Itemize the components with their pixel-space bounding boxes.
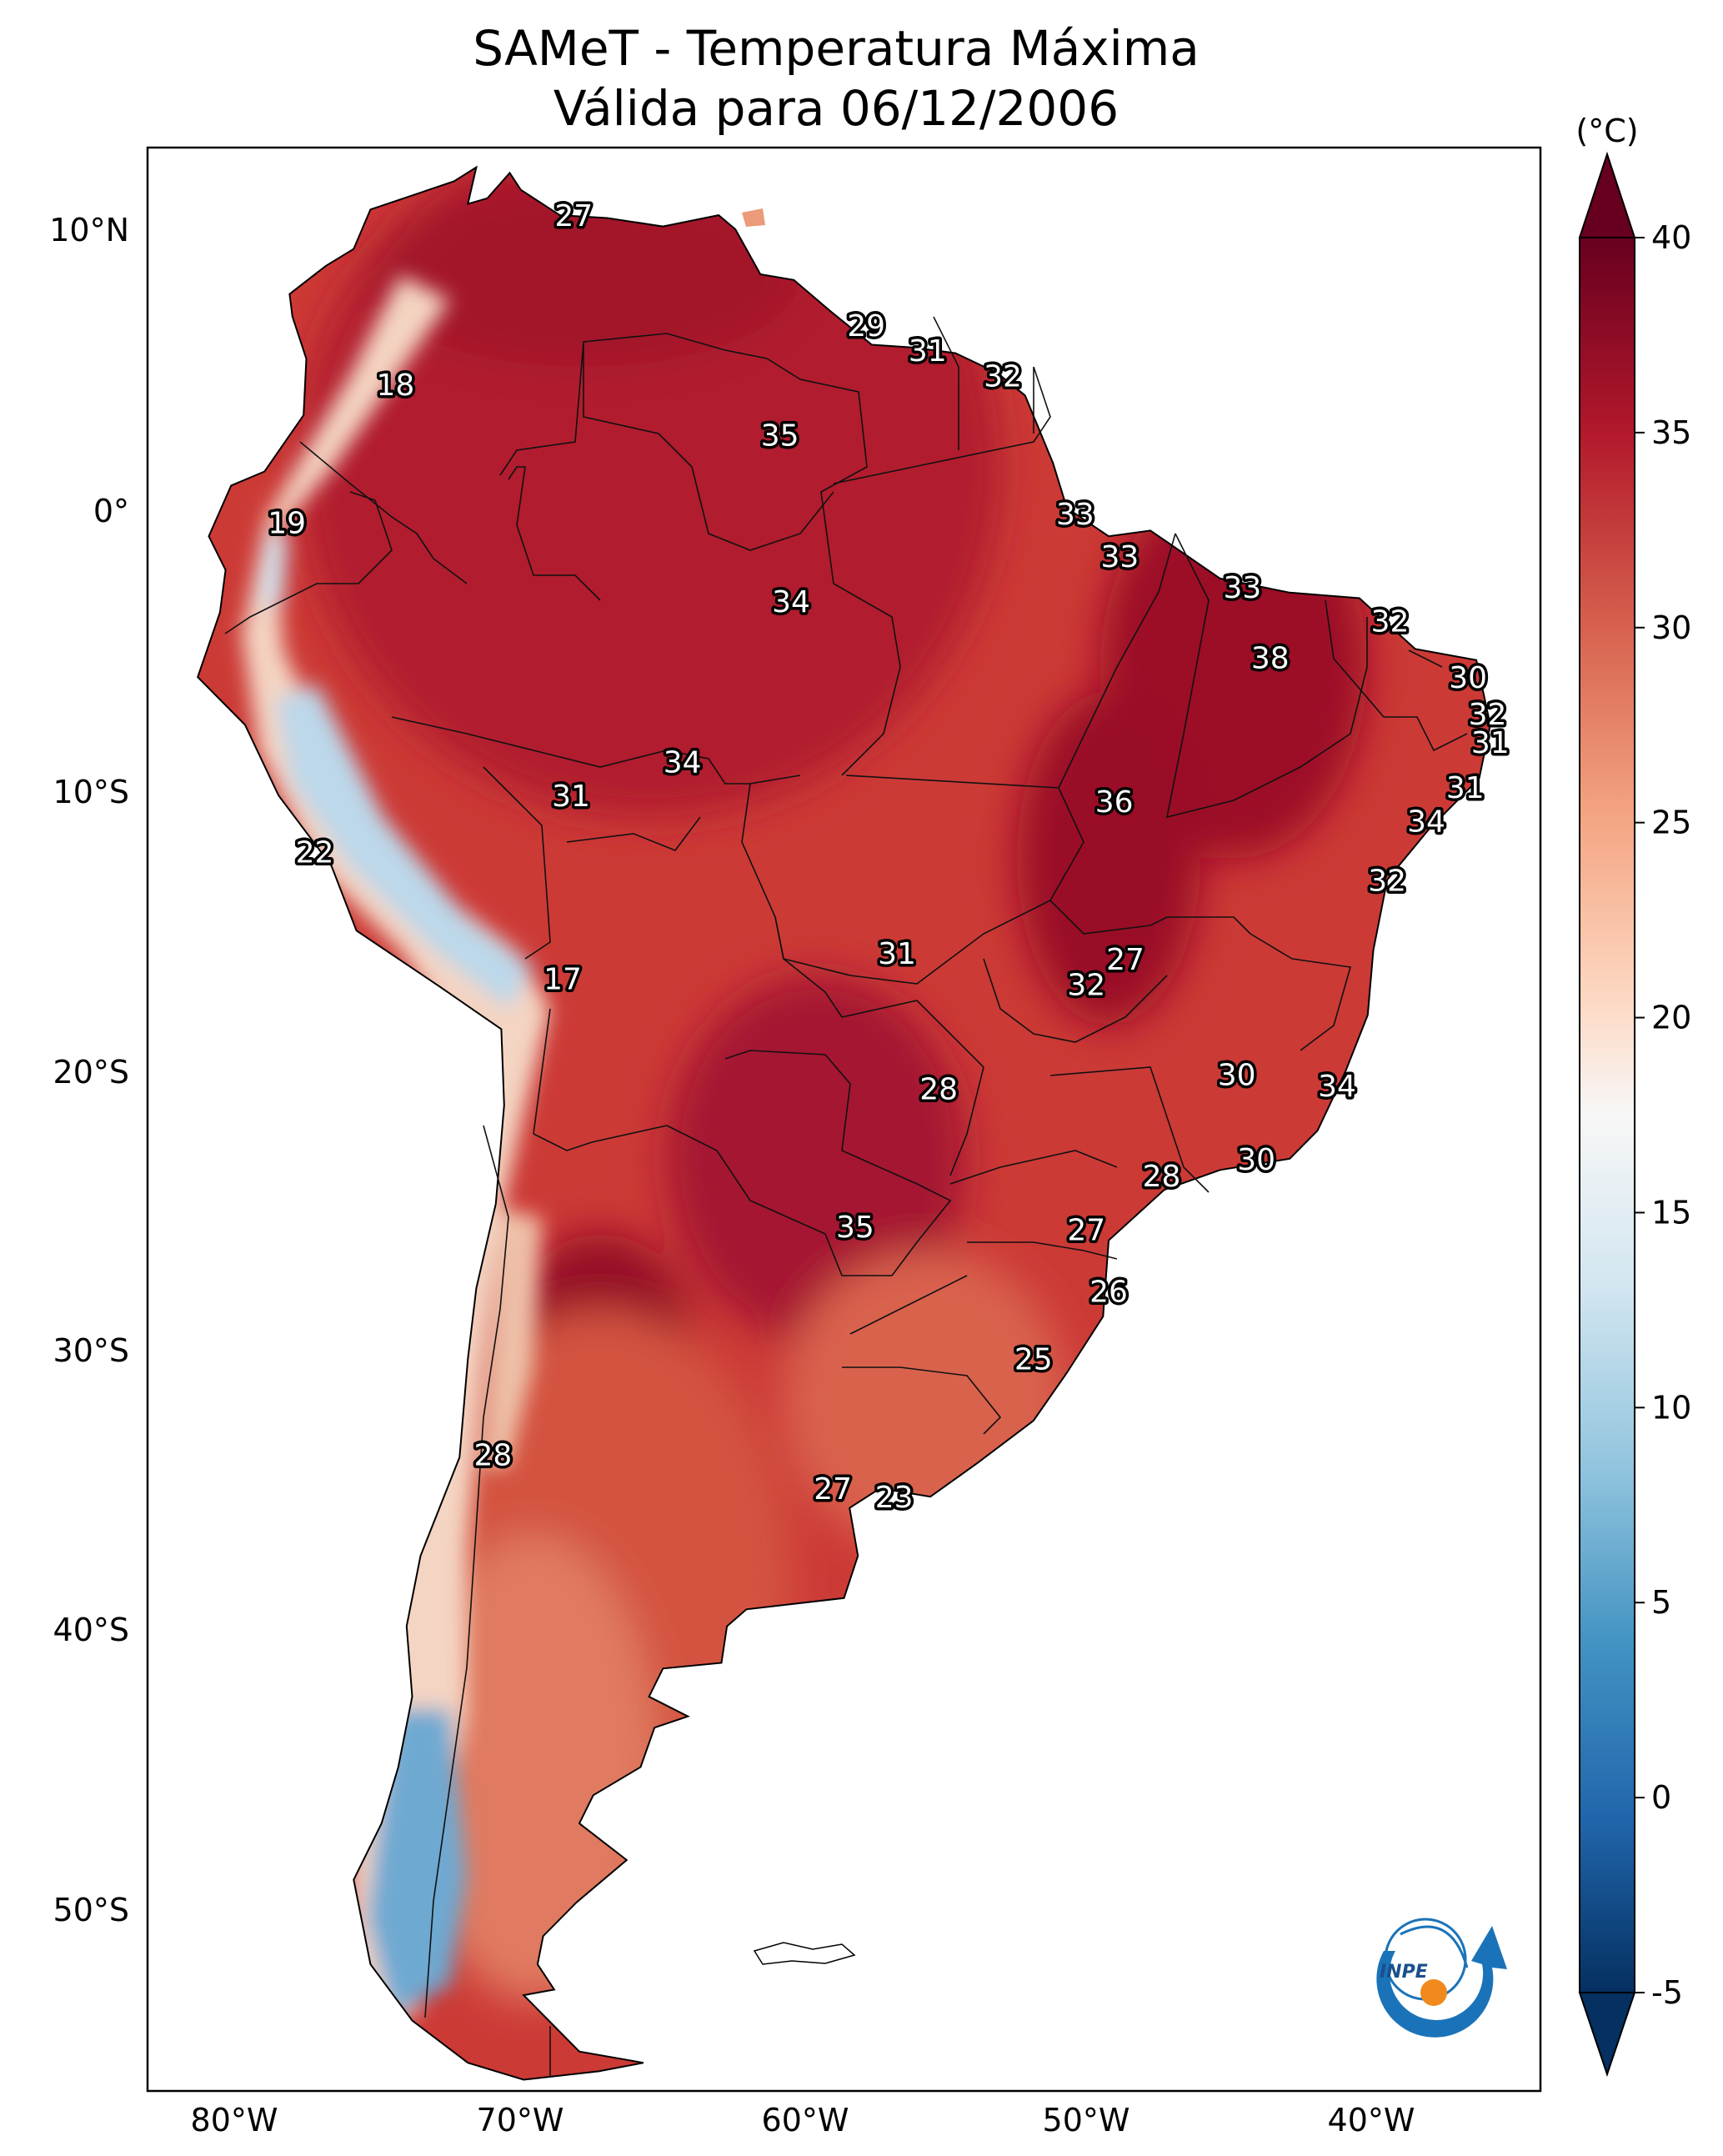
station-label: 34 xyxy=(1407,805,1445,839)
station-label: 32 xyxy=(1469,698,1507,732)
station-label: 27 xyxy=(1106,943,1144,977)
station-label: 19 xyxy=(268,506,306,540)
station-label: 34 xyxy=(772,585,810,619)
logo-swoosh-icon xyxy=(1376,1926,1507,2038)
lat-tick-labels: 10°N 0° 10°S 20°S 30°S 40°S 50°S xyxy=(49,212,129,1928)
station-label: 31 xyxy=(1446,771,1485,805)
lon-label-60w: 60°W xyxy=(762,2102,849,2138)
station-label: 34 xyxy=(664,746,702,780)
coastline xyxy=(197,165,1491,2081)
station-label: 35 xyxy=(836,1211,874,1245)
lat-label-0: 0° xyxy=(93,493,129,529)
andes-cool-central xyxy=(483,1209,542,1467)
station-label: 38 xyxy=(1251,642,1290,676)
hot-core-chaco xyxy=(667,975,967,1342)
warm-patagonia xyxy=(408,1534,659,2001)
lat-label-40s: 40°S xyxy=(53,1612,129,1648)
logo-arc-icon xyxy=(1400,1925,1469,1968)
colorbar-ticks: 40 35 30 25 20 15 10 5 0 -5 xyxy=(1635,219,1691,2011)
lat-label-50s: 50°S xyxy=(53,1892,129,1928)
station-label: 18 xyxy=(376,369,414,403)
inpe-logo: INPE xyxy=(1376,1918,1507,2038)
station-label: 28 xyxy=(473,1439,512,1473)
station-label: 31 xyxy=(552,780,590,814)
colorbar-tick-label: -5 xyxy=(1651,1974,1683,2011)
lon-label-50w: 50°W xyxy=(1043,2102,1130,2138)
lat-label-30s: 30°S xyxy=(53,1332,129,1369)
station-label: 27 xyxy=(1067,1213,1105,1247)
station-label: 32 xyxy=(1067,968,1105,1002)
station-label: 36 xyxy=(1095,785,1134,820)
colorbar-tick-label: 20 xyxy=(1651,1000,1691,1036)
lon-label-80w: 80°W xyxy=(191,2102,278,2138)
colorbar: (°C) 40 35 30 25 20 15 10 5 0 -5 xyxy=(1575,113,1691,2078)
station-label: 33 xyxy=(1100,540,1139,574)
falkland-islands xyxy=(753,1942,856,1965)
lat-label-10n: 10°N xyxy=(49,212,129,248)
station-label: 31 xyxy=(909,334,947,369)
lon-label-70w: 70°W xyxy=(477,2102,564,2138)
colorbar-tick-label: 5 xyxy=(1651,1584,1671,1621)
colorbar-tick-label: 35 xyxy=(1651,414,1691,451)
station-label: 17 xyxy=(543,963,582,997)
temperature-shading xyxy=(242,167,1367,2018)
station-label: 33 xyxy=(1223,571,1261,605)
station-label: 32 xyxy=(1368,864,1406,898)
andes-cold-ecuador xyxy=(258,534,288,609)
station-label: 22 xyxy=(296,836,334,870)
colorbar-tick-label: 15 xyxy=(1651,1194,1691,1231)
lat-label-20s: 20°S xyxy=(53,1054,129,1091)
station-label: 23 xyxy=(875,1481,914,1515)
trinidad-island xyxy=(742,208,765,227)
station-label: 32 xyxy=(1371,605,1410,639)
colorbar-tick-label: 10 xyxy=(1651,1389,1691,1426)
logo-text: INPE xyxy=(1380,1962,1428,1983)
andes-cold-peru xyxy=(275,684,533,1009)
colorbar-tick-label: 25 xyxy=(1651,805,1691,841)
station-label: 33 xyxy=(1056,498,1094,532)
political-borders xyxy=(224,316,1468,2076)
station-label: 31 xyxy=(1471,726,1510,760)
station-label: 31 xyxy=(878,937,916,971)
station-label: 29 xyxy=(847,309,885,343)
station-label: 28 xyxy=(1143,1160,1181,1194)
colorbar-unit: (°C) xyxy=(1575,113,1638,149)
hot-core-central xyxy=(1017,692,1200,1025)
station-label: 30 xyxy=(1237,1143,1275,1177)
colorbar-top-extension xyxy=(1578,151,1636,238)
station-label: 25 xyxy=(1014,1343,1053,1377)
lat-label-10s: 10°S xyxy=(53,774,129,810)
colorbar-bottom-extension xyxy=(1578,1992,1636,2078)
lon-label-40w: 40°W xyxy=(1328,2102,1415,2138)
station-label: 30 xyxy=(1449,661,1487,695)
logo-sun-icon xyxy=(1420,1979,1447,2006)
hot-core-venezuela xyxy=(367,183,800,367)
temperature-field xyxy=(197,165,1491,2081)
station-label: 30 xyxy=(1218,1058,1256,1092)
title-line-2: Válida para 06/12/2006 xyxy=(553,80,1119,137)
station-label: 28 xyxy=(919,1072,958,1106)
colorbar-tick-label: 40 xyxy=(1651,219,1691,256)
lon-tick-labels: 80°W 70°W 60°W 50°W 40°W xyxy=(191,2102,1415,2138)
colorbar-tick-label: 30 xyxy=(1651,609,1691,646)
station-label: 27 xyxy=(554,199,593,233)
colorbar-gradient xyxy=(1579,237,1635,1993)
title-line-1: SAMeT - Temperatura Máxima xyxy=(473,20,1200,77)
station-label: 26 xyxy=(1089,1276,1128,1310)
colorbar-tick-label: 0 xyxy=(1651,1779,1671,1816)
station-label: 34 xyxy=(1318,1070,1356,1104)
station-label: 27 xyxy=(814,1472,852,1507)
station-label: 35 xyxy=(761,419,799,454)
station-label: 32 xyxy=(984,360,1022,394)
